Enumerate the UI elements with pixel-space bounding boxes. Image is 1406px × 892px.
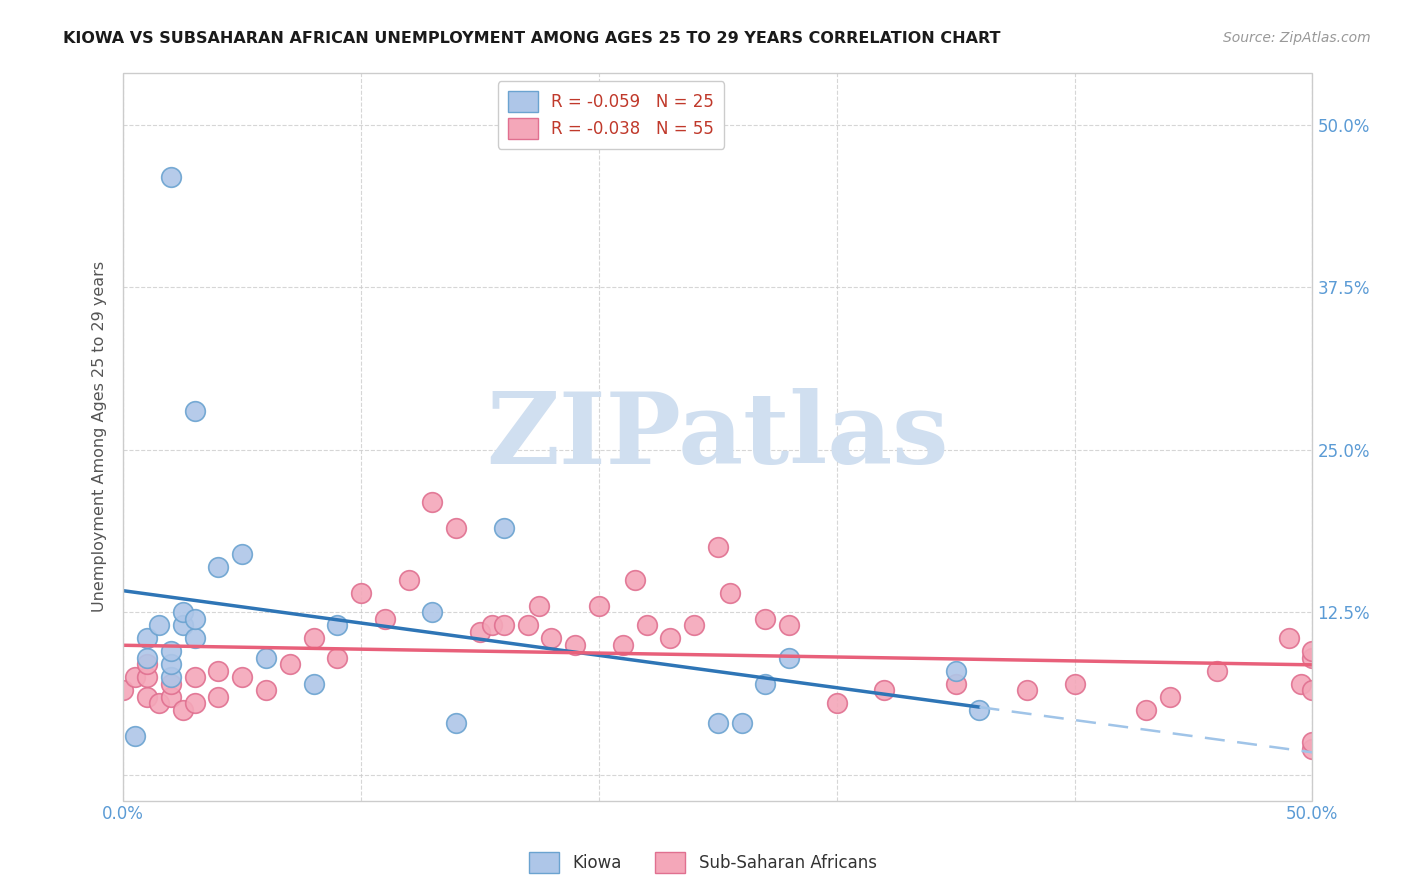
Point	[778, 650, 800, 665]
Point	[374, 612, 396, 626]
Point	[172, 618, 194, 632]
Point	[1278, 631, 1301, 645]
Point	[1301, 735, 1323, 749]
Point	[350, 585, 373, 599]
Point	[422, 495, 444, 509]
Point	[422, 605, 444, 619]
Point	[1301, 644, 1323, 658]
Point	[707, 541, 730, 555]
Point	[160, 169, 183, 184]
Point	[254, 650, 277, 665]
Point	[1015, 683, 1038, 698]
Point	[183, 670, 205, 684]
Point	[492, 618, 515, 632]
Point	[160, 657, 183, 672]
Point	[207, 559, 229, 574]
Point	[1301, 741, 1323, 756]
Point	[112, 683, 135, 698]
Point	[1301, 683, 1323, 698]
Point	[136, 657, 159, 672]
Point	[183, 404, 205, 418]
Point	[636, 618, 658, 632]
Point	[718, 585, 741, 599]
Point	[754, 612, 776, 626]
Point	[612, 638, 634, 652]
Point	[707, 715, 730, 730]
Point	[136, 631, 159, 645]
Point	[446, 521, 468, 535]
Point	[302, 676, 325, 690]
Point	[1301, 650, 1323, 665]
Legend: Kiowa, Sub-Saharan Africans: Kiowa, Sub-Saharan Africans	[523, 846, 883, 880]
Point	[207, 690, 229, 704]
Point	[468, 624, 491, 639]
Point	[1159, 690, 1181, 704]
Legend: R = -0.059   N = 25, R = -0.038   N = 55: R = -0.059 N = 25, R = -0.038 N = 55	[498, 81, 724, 149]
Point	[124, 729, 146, 743]
Point	[172, 703, 194, 717]
Point	[148, 618, 170, 632]
Point	[1135, 703, 1157, 717]
Point	[183, 631, 205, 645]
Y-axis label: Unemployment Among Ages 25 to 29 years: Unemployment Among Ages 25 to 29 years	[93, 261, 107, 613]
Point	[1063, 676, 1085, 690]
Point	[588, 599, 610, 613]
Point	[302, 631, 325, 645]
Point	[492, 521, 515, 535]
Point	[945, 664, 967, 678]
Point	[231, 547, 253, 561]
Point	[160, 690, 183, 704]
Point	[278, 657, 301, 672]
Point	[136, 690, 159, 704]
Point	[172, 605, 194, 619]
Point	[516, 618, 538, 632]
Point	[778, 618, 800, 632]
Text: ZIPatlas: ZIPatlas	[486, 388, 949, 485]
Point	[160, 670, 183, 684]
Point	[730, 715, 752, 730]
Point	[326, 650, 349, 665]
Text: KIOWA VS SUBSAHARAN AFRICAN UNEMPLOYMENT AMONG AGES 25 TO 29 YEARS CORRELATION C: KIOWA VS SUBSAHARAN AFRICAN UNEMPLOYMENT…	[63, 31, 1001, 46]
Point	[183, 696, 205, 710]
Point	[446, 715, 468, 730]
Point	[945, 676, 967, 690]
Point	[160, 676, 183, 690]
Point	[136, 650, 159, 665]
Point	[659, 631, 682, 645]
Point	[231, 670, 253, 684]
Point	[873, 683, 896, 698]
Point	[564, 638, 586, 652]
Point	[540, 631, 562, 645]
Point	[683, 618, 706, 632]
Text: Source: ZipAtlas.com: Source: ZipAtlas.com	[1223, 31, 1371, 45]
Point	[183, 612, 205, 626]
Point	[136, 670, 159, 684]
Point	[254, 683, 277, 698]
Point	[160, 644, 183, 658]
Point	[398, 573, 420, 587]
Point	[529, 599, 551, 613]
Point	[148, 696, 170, 710]
Point	[124, 670, 146, 684]
Point	[825, 696, 848, 710]
Point	[481, 618, 503, 632]
Point	[1206, 664, 1229, 678]
Point	[1289, 676, 1312, 690]
Point	[207, 664, 229, 678]
Point	[623, 573, 645, 587]
Point	[326, 618, 349, 632]
Point	[969, 703, 991, 717]
Point	[754, 676, 776, 690]
